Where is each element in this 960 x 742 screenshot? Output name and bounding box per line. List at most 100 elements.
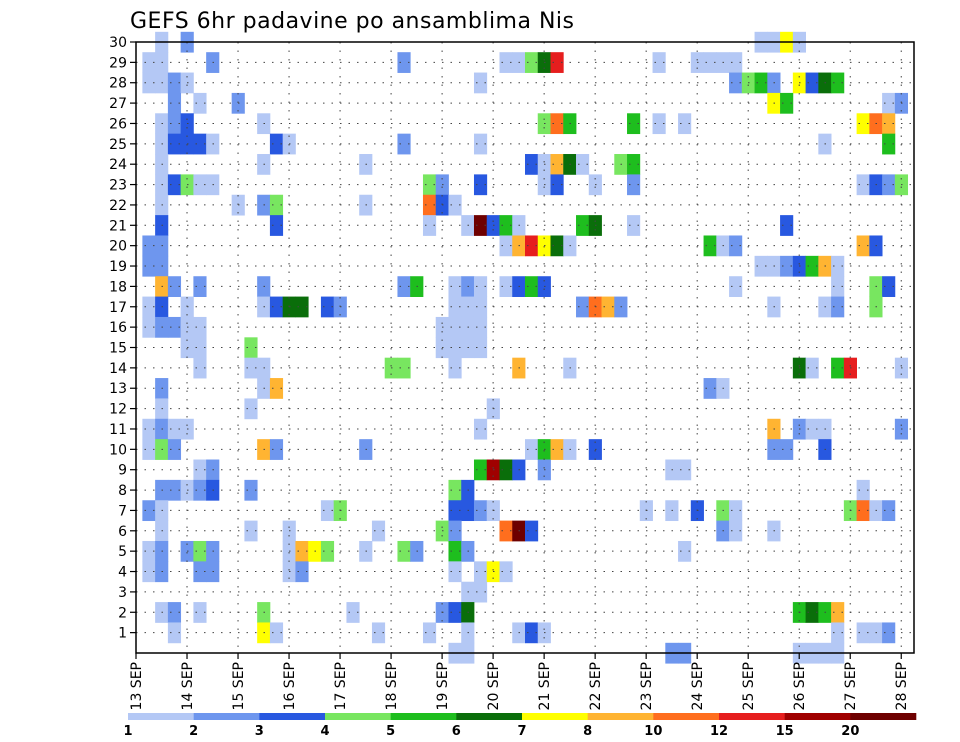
colorbar-swatch [193,713,260,720]
heatmap-cell [346,602,360,623]
heatmap-cell [601,296,615,318]
heatmap-cell [167,92,182,114]
heatmap-cell [652,52,666,73]
chart-title: GEFS 6hr padavine po ansamblima Nis [130,9,575,34]
heatmap-cell [856,235,870,257]
heatmap-cell [754,72,768,94]
heatmap-cell [448,520,462,542]
y-tick-label: 22 [109,198,127,214]
heatmap-cell [244,398,258,420]
x-tick-label: 28 SEP [894,662,910,710]
heatmap-cell [856,500,870,522]
heatmap-cell [525,276,539,297]
heatmap-cell [678,540,692,562]
heatmap-cell [371,622,386,644]
heatmap-cell [448,602,462,623]
heatmap-cell [269,215,284,236]
heatmap-cell [627,215,641,236]
heatmap-cell [448,337,462,359]
heatmap-cell [193,133,207,155]
heatmap-cell [473,500,488,522]
heatmap-cell [448,479,462,501]
heatmap-cell [167,479,182,501]
heatmap-cell [550,52,564,73]
heatmap-cell [703,378,717,399]
colorbar: 1 2 3 4 5 6 7 8 10 12 15 20 [123,713,917,739]
y-tick-label: 20 [109,239,127,255]
heatmap-cell [729,235,743,257]
heatmap-cell [473,276,488,297]
heatmap-cell [499,561,513,583]
heatmap-cell [422,215,437,236]
heatmap-cell [244,337,258,359]
heatmap-cell [882,133,896,155]
heatmap-cell [142,52,156,73]
heatmap-cell [627,113,641,135]
heatmap-cell [167,439,182,460]
colorbar-swatch [456,713,523,720]
heatmap-cell [167,602,182,623]
heatmap-cell [882,276,896,297]
heatmap-cell [448,194,462,216]
heatmap-cell [193,174,207,196]
heatmap-cell [550,235,564,257]
colorbar-label: 6 [452,724,461,739]
heatmap-cell [576,215,590,236]
heatmap-cell [473,174,488,196]
heatmap-cell [856,622,870,644]
heatmap-cell [193,602,207,623]
heatmap-cell [882,174,896,196]
heatmap-cell [525,154,539,175]
heatmap-cell [831,255,845,277]
y-tick-label: 25 [109,137,127,153]
heatmap-cell [167,72,182,94]
heatmap-cell [499,52,513,73]
heatmap-cell [142,540,156,562]
colorbar-swatch [653,713,720,720]
heatmap-cell [244,479,258,501]
y-tick-label: 17 [109,300,127,316]
heatmap-cell [142,418,156,440]
heatmap-cell [576,296,590,318]
x-tick-label: 19 SEP [435,662,451,710]
heatmap-cell [805,602,819,623]
heatmap-cell [856,479,870,501]
x-tick-label: 17 SEP [333,662,349,710]
heatmap-cell [473,72,488,94]
heatmap-cell [320,540,335,562]
y-tick-label: 6 [118,524,127,540]
heatmap-cell [269,378,284,399]
heatmap-cell [473,337,488,359]
heatmap-cell [831,622,845,644]
heatmap-cell [422,174,437,196]
heatmap-cell [473,133,488,155]
heatmap-cell [831,72,845,94]
x-tick-label: 16 SEP [282,662,298,710]
y-tick-label: 14 [109,361,127,377]
heatmap-cell [550,113,564,135]
colorbar-label: 5 [386,724,395,739]
heatmap-cell [525,439,539,460]
colorbar-swatch [128,713,194,720]
heatmap-cell [805,357,819,379]
colorbar-label: 12 [710,724,728,739]
heatmap-cell [729,520,743,542]
y-tick-label: 23 [109,178,127,194]
heatmap-cell [525,622,539,644]
y-tick-label: 19 [109,259,127,275]
x-tick-label: 13 SEP [129,662,145,710]
y-tick-label: 13 [109,381,127,397]
colorbar-label: 7 [517,724,526,739]
heatmap-cell [193,357,207,379]
x-tick-label: 14 SEP [180,662,196,710]
heatmap-cell [831,602,845,623]
heatmap-cell [167,133,182,155]
y-tick-label: 10 [109,442,127,458]
heatmap-cell [244,520,258,542]
heatmap-cell [703,52,717,73]
heatmap-cell [422,622,437,644]
heatmap-cell [550,154,564,175]
heatmap-cell [142,316,156,338]
x-tick-label: 27 SEP [843,662,859,710]
